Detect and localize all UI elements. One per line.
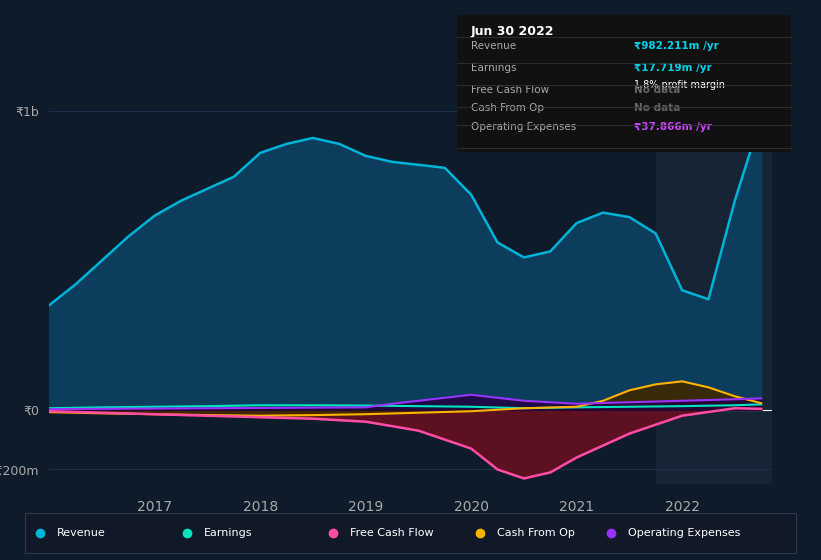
Text: Cash From Op: Cash From Op [497,528,575,538]
Text: No data: No data [635,85,681,95]
Text: ₹37.866m /yr: ₹37.866m /yr [635,122,712,132]
Bar [656,81,772,484]
Text: Earnings: Earnings [204,528,252,538]
Text: Earnings: Earnings [470,63,516,73]
Text: Operating Expenses: Operating Expenses [470,122,576,132]
Text: ₹17.719m /yr: ₹17.719m /yr [635,63,712,73]
Text: Cash From Op: Cash From Op [470,103,544,113]
Text: Jun 30 2022: Jun 30 2022 [470,25,554,38]
Text: Revenue: Revenue [470,41,516,51]
Text: ₹982.211m /yr: ₹982.211m /yr [635,41,719,51]
Text: Revenue: Revenue [57,528,106,538]
Text: 1.8% profit margin: 1.8% profit margin [635,80,726,90]
Text: No data: No data [635,103,681,113]
Text: Operating Expenses: Operating Expenses [628,528,741,538]
Text: Free Cash Flow: Free Cash Flow [470,85,548,95]
Text: Free Cash Flow: Free Cash Flow [351,528,434,538]
